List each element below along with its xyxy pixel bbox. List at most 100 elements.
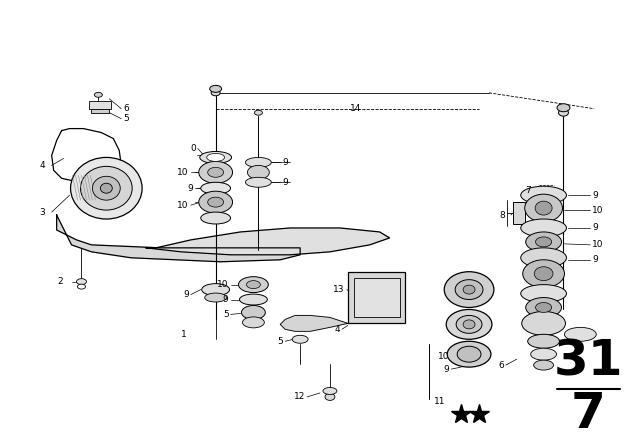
Bar [92,109,109,113]
Ellipse shape [522,311,566,335]
Ellipse shape [455,280,483,300]
Ellipse shape [521,219,566,237]
Ellipse shape [463,285,475,294]
Ellipse shape [208,168,223,177]
Bar [90,101,111,109]
Ellipse shape [447,341,491,367]
Text: 5: 5 [223,310,228,319]
Text: 7: 7 [571,390,606,438]
Ellipse shape [557,104,570,112]
Ellipse shape [246,177,271,187]
Ellipse shape [457,346,481,362]
Ellipse shape [534,360,554,370]
Ellipse shape [325,393,335,401]
Text: 9: 9 [592,255,598,264]
Ellipse shape [531,348,557,360]
Ellipse shape [525,232,561,252]
Text: 1: 1 [181,330,187,339]
Text: 10: 10 [592,206,604,215]
Bar [348,271,406,323]
Ellipse shape [525,194,563,222]
Ellipse shape [70,157,142,219]
Text: 9: 9 [282,158,288,167]
Bar [513,202,525,224]
Text: 9: 9 [444,365,449,374]
Ellipse shape [535,201,552,215]
Ellipse shape [243,317,264,328]
Ellipse shape [323,388,337,394]
Ellipse shape [201,212,230,224]
Polygon shape [57,215,300,262]
Ellipse shape [239,277,268,293]
Text: 5: 5 [124,114,129,123]
Ellipse shape [525,297,561,318]
Ellipse shape [77,284,86,289]
Text: 14: 14 [350,104,361,113]
Text: 11: 11 [435,397,446,406]
Text: 9: 9 [183,290,189,299]
Ellipse shape [523,260,564,288]
Ellipse shape [239,294,268,305]
Polygon shape [280,315,348,332]
Ellipse shape [199,161,232,183]
Text: 10: 10 [217,280,228,289]
Ellipse shape [564,327,596,341]
Text: 13: 13 [333,285,345,294]
Ellipse shape [444,271,494,307]
Text: 12: 12 [294,392,305,401]
Text: 4: 4 [334,325,340,334]
Text: 10: 10 [177,168,189,177]
Ellipse shape [446,310,492,339]
Ellipse shape [208,197,223,207]
Text: 9: 9 [592,224,598,233]
Ellipse shape [246,280,260,289]
Text: 0: 0 [190,144,196,153]
Text: 9: 9 [187,184,193,193]
Text: 4: 4 [40,161,45,170]
Text: 31: 31 [554,337,623,385]
Ellipse shape [199,191,232,213]
Polygon shape [146,228,390,255]
Ellipse shape [77,279,86,284]
Text: 6: 6 [124,104,129,113]
Ellipse shape [202,284,230,296]
Ellipse shape [92,177,120,200]
Ellipse shape [81,166,132,210]
Text: 6: 6 [498,361,504,370]
Ellipse shape [534,267,553,280]
Ellipse shape [200,151,232,164]
Text: 5: 5 [278,337,284,346]
Ellipse shape [211,90,220,96]
Text: 10: 10 [438,352,449,361]
Ellipse shape [205,293,227,302]
Ellipse shape [248,165,269,179]
Text: 8: 8 [499,211,504,220]
Ellipse shape [559,109,568,116]
Ellipse shape [536,237,552,247]
Ellipse shape [536,302,552,312]
Ellipse shape [292,335,308,343]
Ellipse shape [210,86,221,92]
Text: 10: 10 [177,201,189,210]
Ellipse shape [456,315,482,333]
Ellipse shape [463,320,475,329]
Ellipse shape [207,154,225,161]
Text: 3: 3 [40,207,45,216]
Ellipse shape [241,306,266,319]
Text: 9: 9 [282,178,288,187]
Ellipse shape [201,182,230,194]
Text: 2: 2 [58,277,63,286]
Ellipse shape [521,248,566,268]
Ellipse shape [521,186,566,204]
Text: 9: 9 [592,191,598,200]
Text: 10: 10 [592,241,604,250]
Bar [354,278,399,318]
Ellipse shape [528,334,559,348]
Ellipse shape [521,284,566,302]
Ellipse shape [255,110,262,115]
Ellipse shape [100,183,112,193]
Ellipse shape [95,92,102,97]
Text: 7: 7 [525,186,531,195]
Ellipse shape [246,157,271,168]
Text: 9: 9 [223,295,228,304]
